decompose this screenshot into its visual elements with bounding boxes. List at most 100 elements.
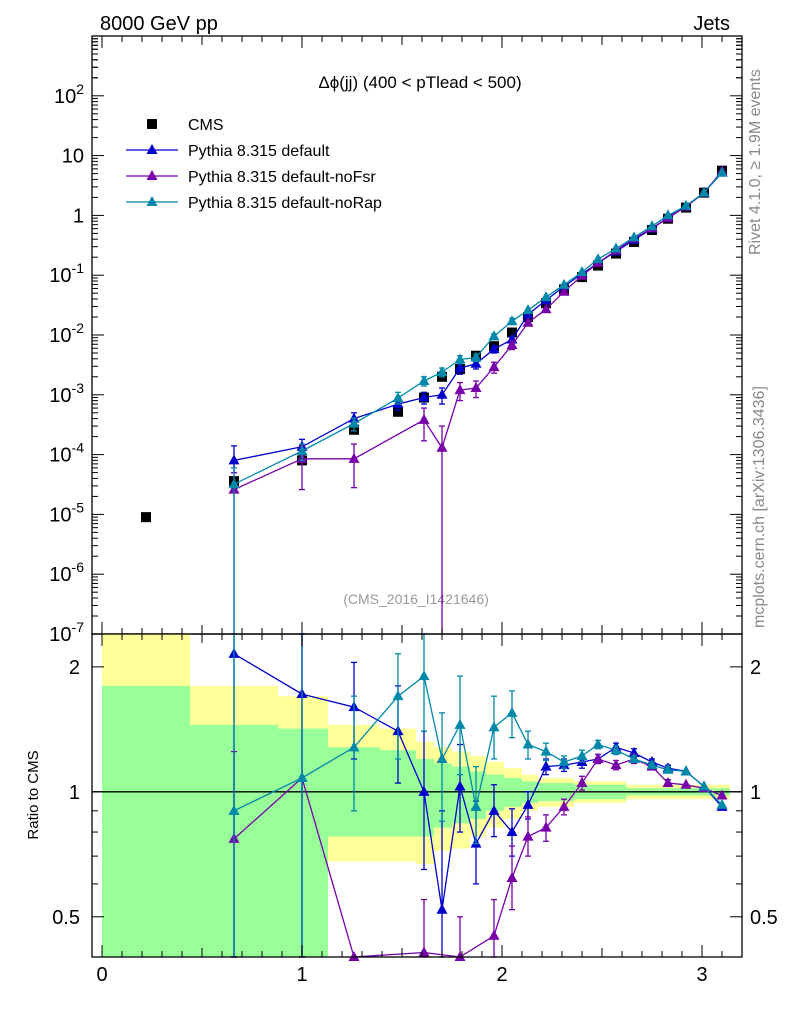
y-tick-label: 10-5 — [49, 499, 84, 526]
ratio-point-default — [506, 826, 518, 837]
ratio-line-noRap — [233, 674, 723, 812]
plot-title: Δϕ(jj) (400 < pTlead < 500) — [318, 73, 521, 92]
ratio-point-noRap — [576, 749, 588, 760]
main-point-noRap — [296, 444, 308, 455]
header-category: Jets — [693, 13, 730, 35]
ratio-point-noRap — [436, 752, 448, 763]
main-point-cms — [507, 327, 517, 338]
ratio-y-tick-label-right: 2 — [750, 657, 761, 679]
main-line-noRap — [233, 172, 723, 485]
y-tick-label-text: 1 — [73, 205, 84, 227]
rivet-version-label: Rivet 4.1.0, ≥ 1.9M events — [747, 69, 764, 255]
ratio-point-noFsr — [576, 777, 588, 788]
y-tick-label-exponent: -6 — [72, 559, 85, 575]
main-point-noRap — [228, 478, 240, 489]
legend-marker-noRap — [146, 196, 158, 206]
ratio-point-noRap — [716, 798, 728, 809]
x-tick-label: 0 — [96, 964, 107, 986]
y-tick-label: 102 — [54, 81, 84, 108]
main-point-noRap — [628, 231, 640, 242]
y-tick-label-exponent: -3 — [72, 380, 85, 396]
y-tick-label: 10-6 — [49, 559, 84, 586]
ratio-point-noRap — [522, 738, 534, 749]
main-point-noFsr — [470, 381, 482, 392]
y-tick-label-exponent: 2 — [76, 81, 84, 97]
y-tick-label-base: 10 — [49, 445, 71, 467]
main-point-default — [488, 343, 500, 354]
ratio-point-noRap — [506, 706, 518, 717]
ratio-panel: 0.5 0.5 1 1 2 2 0 1 2 3 — [52, 36, 778, 986]
main-point-noRap — [436, 366, 448, 377]
y-tick-label-exponent: -2 — [72, 320, 85, 336]
ratio-point-noRap — [628, 752, 640, 763]
main-point-noRap — [454, 353, 466, 364]
ratio-point-noRap — [392, 690, 404, 701]
y-tick-label-text: 10 — [62, 146, 84, 168]
main-point-default — [436, 388, 448, 399]
main-point-noFsr — [540, 303, 552, 314]
y-tick-label: 10 — [62, 146, 84, 168]
main-point-noFsr — [488, 361, 500, 372]
y-tick-label-base: 10 — [49, 325, 71, 347]
x-tick-label: 2 — [496, 964, 507, 986]
ratio-point-default — [418, 785, 430, 796]
ratio-line-default — [233, 653, 723, 910]
main-point-noRap — [716, 166, 728, 177]
ratio-point-noFsr — [680, 778, 692, 789]
main-point-noFsr — [558, 285, 570, 296]
ratio-y-tick-label: 1 — [69, 782, 80, 804]
ratio-point-noRap — [662, 763, 674, 774]
ratio-point-noRap — [454, 718, 466, 729]
legend-marker-default — [146, 144, 158, 154]
ratio-y-axis-label: Ratio to CMS — [25, 750, 42, 839]
ratio-point-noFsr — [716, 789, 728, 800]
legend-label: Pythia 8.315 default-noFsr — [188, 169, 376, 186]
main-point-noRap — [522, 304, 534, 315]
ratio-point-noRap — [296, 771, 308, 782]
ratio-point-default — [488, 804, 500, 815]
y-tick-label-exponent: -1 — [72, 260, 85, 276]
main-point-noRap — [392, 392, 404, 403]
y-tick-label-exponent: -7 — [72, 619, 85, 635]
y-tick-label: 10-3 — [49, 380, 84, 407]
main-point-noRap — [470, 351, 482, 362]
ratio-point-noFsr — [610, 759, 622, 770]
main-point-noRap — [592, 253, 604, 264]
main-point-noFsr — [436, 441, 448, 452]
y-tick-label: 10-7 — [49, 619, 84, 646]
uncertainty-band-inner — [102, 685, 190, 957]
ratio-point-noRap — [540, 745, 552, 756]
ratio-point-noFsr — [540, 821, 552, 832]
main-point-noFsr — [454, 384, 466, 395]
main-point-noRap — [488, 330, 500, 341]
main-point-cms — [393, 406, 403, 417]
main-point-noRap — [348, 417, 360, 428]
ratio-point-noFsr — [418, 946, 430, 957]
header-process: 8000 GeV pp — [100, 13, 218, 35]
main-point-noFsr — [506, 339, 518, 350]
mcplots-label: mcplots.cern.ch [arXiv:1306.3436] — [751, 386, 768, 628]
ratio-point-noRap — [680, 765, 692, 776]
ratio-point-noRap — [698, 780, 710, 791]
main-point-noRap — [680, 199, 692, 210]
main-point-noRap — [662, 209, 674, 220]
main-point-cms — [141, 512, 151, 523]
ratio-point-noRap — [646, 759, 658, 770]
ratio-point-noRap — [488, 721, 500, 732]
main-point-noFsr — [522, 316, 534, 327]
main-point-noRap — [610, 242, 622, 253]
main-line-default — [233, 172, 723, 462]
ratio-point-noFsr — [558, 800, 570, 811]
main-point-noRap — [506, 315, 518, 326]
y-tick-label-base: 10 — [49, 265, 71, 287]
ratio-point-noRap — [610, 744, 622, 755]
legend-label: Pythia 8.315 default — [188, 143, 330, 160]
main-point-noRap — [558, 278, 570, 289]
legend-marker-noFsr — [146, 170, 158, 180]
y-tick-label-base: 10 — [49, 624, 71, 646]
main-point-noRap — [646, 220, 658, 231]
ratio-point-noFsr — [592, 752, 604, 763]
ratio-y-tick-label: 2 — [69, 657, 80, 679]
